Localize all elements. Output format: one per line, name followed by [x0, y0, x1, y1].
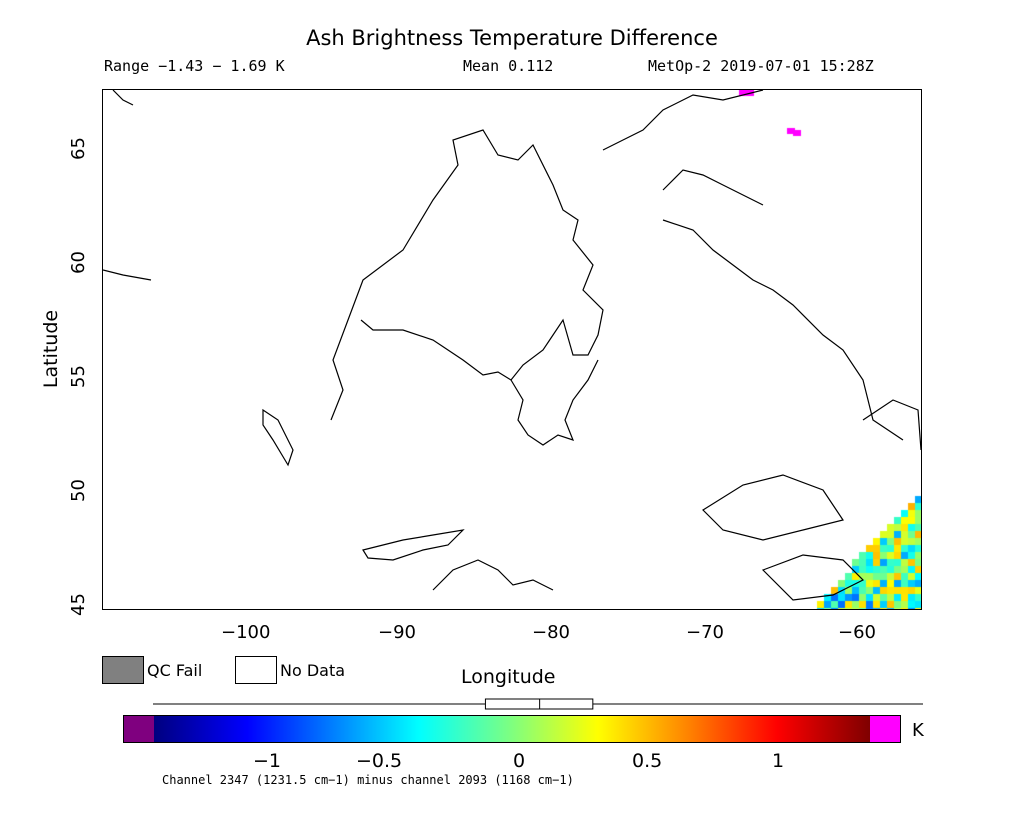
colorbar-gradient [154, 716, 870, 742]
no-data-label: No Data [280, 661, 346, 680]
lon-tick-minus100: −100 [221, 622, 271, 643]
mean-readout: Mean 0.112 [463, 57, 554, 75]
colorbar-underflow [124, 716, 154, 742]
nw-coast-fragment [112, 90, 134, 106]
lon-tick-minus90: −90 [378, 622, 416, 643]
swath-map [102, 89, 922, 610]
hudson-bay-coastline [330, 129, 604, 421]
lon-tick-minus60: −60 [838, 622, 876, 643]
gulf-st-lawrence [702, 474, 844, 541]
colorbar-tick-minus1: −1 [253, 750, 282, 772]
qc-fail-swatch [102, 656, 144, 684]
colorbar-unit: K [912, 720, 924, 741]
baffin-coastline [602, 90, 764, 151]
qc-fail-label: QC Fail [147, 661, 203, 680]
lon-tick-minus70: −70 [686, 622, 724, 643]
west-coast-fragment [103, 269, 152, 281]
newfoundland [862, 399, 921, 451]
colorbar-tick-0.5: 0.5 [632, 750, 663, 772]
no-data-swatch [235, 656, 277, 684]
boxplot-box [484, 698, 594, 710]
labrador-coastline [662, 219, 904, 441]
nova-scotia [761, 554, 865, 601]
y-axis-label: Latitude [40, 309, 63, 389]
baffin-island-south [662, 169, 764, 206]
distribution-boxplot [153, 698, 923, 710]
great-lakes-huron-michigan [432, 559, 554, 591]
x-axis-label: Longitude [461, 666, 556, 688]
colorbar-tick-0: 0 [513, 750, 526, 772]
channel-note: Channel 2347 (1231.5 cm−1) minus channel… [162, 773, 574, 787]
lat-tick-45: 45 [67, 593, 89, 616]
james-bay-coastline [510, 359, 599, 446]
lat-tick-50: 50 [67, 479, 89, 502]
lat-tick-60: 60 [67, 251, 89, 274]
satellite-timestamp: MetOp-2 2019-07-01 15:28Z [648, 57, 874, 75]
coastline-overlay [103, 90, 921, 601]
great-lakes-superior [362, 529, 465, 561]
map-title: Ash Brightness Temperature Difference [306, 26, 718, 50]
colorbar [123, 715, 901, 743]
colorbar-tick-1: 1 [772, 750, 785, 772]
range-readout: Range −1.43 − 1.69 K [104, 57, 285, 75]
lat-tick-65: 65 [67, 137, 89, 160]
lat-tick-55: 55 [67, 365, 89, 388]
swath-heatmap [103, 90, 921, 609]
lake-winnipeg [262, 408, 294, 467]
colorbar-overflow [870, 716, 900, 742]
lon-tick-minus80: −80 [532, 622, 570, 643]
colorbar-tick-minus0.5: −0.5 [356, 750, 403, 772]
